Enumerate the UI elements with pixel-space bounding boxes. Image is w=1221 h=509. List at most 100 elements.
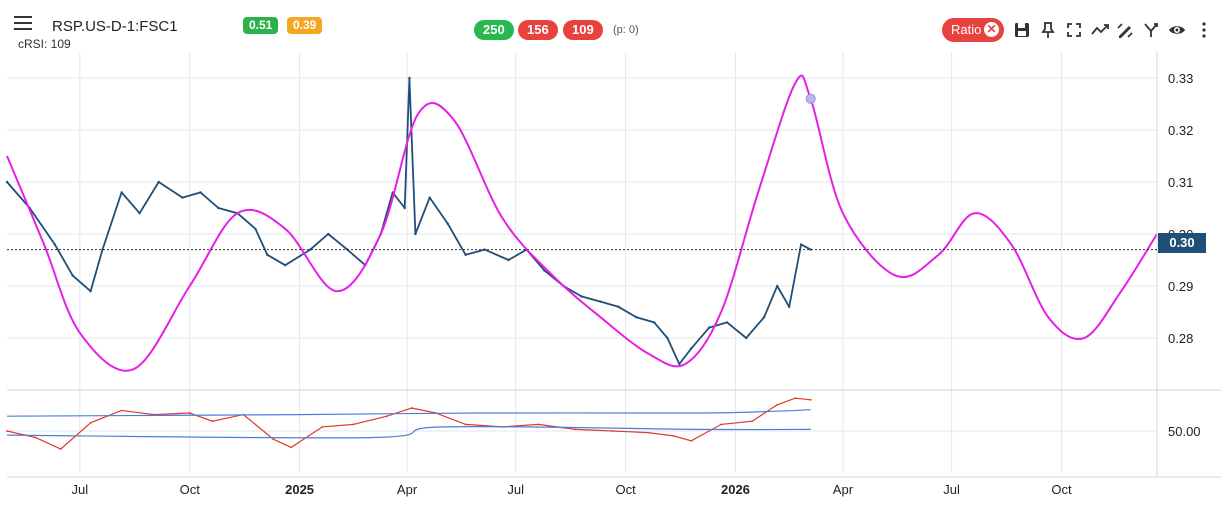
y-tick-label: 0.28: [1168, 331, 1193, 346]
price-point: [408, 76, 411, 80]
crsi-point: [272, 438, 275, 441]
crsi-point: [290, 446, 293, 449]
price-point: [617, 305, 620, 308]
price-point: [464, 253, 467, 256]
crsi-point: [352, 423, 355, 426]
price-point: [745, 336, 748, 340]
crsi-point: [321, 426, 324, 428]
indicator-label: cRSI: 109: [18, 37, 71, 51]
x-tick-label: Oct: [180, 482, 201, 497]
count-badge-b: 156: [518, 20, 558, 40]
price-point: [543, 269, 546, 272]
trend-icon[interactable]: [1090, 20, 1110, 40]
x-tick-label: 2026: [721, 482, 750, 497]
price-point: [327, 232, 330, 236]
more-icon[interactable]: [1194, 20, 1214, 40]
crsi-point: [647, 431, 650, 434]
y-tick-label: 0.33: [1168, 71, 1193, 86]
price-point: [762, 316, 766, 319]
crsi-point: [611, 430, 614, 432]
crsi-line: [6, 397, 811, 450]
price-point: [181, 196, 184, 199]
price-point: [53, 243, 56, 246]
cycle-line: [6, 74, 1158, 372]
crsi-point: [537, 423, 540, 426]
price-point: [284, 264, 287, 267]
price-point: [157, 180, 160, 184]
ratio-button[interactable]: Ratio ✕: [942, 18, 1004, 42]
ratio-label: Ratio: [951, 22, 982, 37]
oscillator-chart: [6, 397, 812, 450]
price-point: [309, 248, 312, 251]
chart-header: RSP.US-D-1:FSC1 cRSI: 109 0.51 0.39 250 …: [0, 0, 1221, 52]
x-tick-label: Apr: [397, 482, 418, 497]
x-tick-label: Jul: [72, 482, 89, 497]
price-point: [414, 232, 417, 236]
crsi-point: [120, 409, 123, 412]
badge-b: 0.39: [287, 17, 323, 34]
crsi-point: [410, 407, 413, 409]
price-point: [787, 305, 791, 308]
crsi-point: [385, 415, 388, 418]
y-tick-label: 0.29: [1168, 279, 1193, 294]
price-point: [138, 212, 141, 215]
crsi-point: [188, 412, 191, 414]
crsi-point: [794, 397, 797, 400]
price-point: [725, 321, 729, 324]
draw-icon[interactable]: [1115, 20, 1135, 40]
crsi-point: [574, 428, 577, 431]
price-point: [403, 206, 406, 210]
count-badge-a: 250: [474, 20, 514, 40]
y-tick-label: 0.32: [1168, 123, 1193, 138]
crsi-point: [89, 421, 92, 424]
x-tick-label: Oct: [1051, 482, 1072, 497]
p-note: (p: 0): [613, 24, 639, 36]
price-point: [678, 362, 681, 366]
crsi-point: [59, 448, 62, 450]
price-point: [507, 258, 510, 262]
cycle-marker: [805, 93, 816, 104]
price-point: [666, 336, 669, 340]
price-point: [254, 227, 257, 230]
close-icon[interactable]: ✕: [984, 22, 999, 37]
axes: Jul Oct 2025 Apr Jul Oct 2026 Apr Jul Oct 0.33 0.32…: [7, 52, 1221, 497]
pin-icon[interactable]: [1038, 20, 1058, 40]
price-point: [5, 180, 9, 184]
crsi-point: [776, 403, 779, 406]
price-point: [707, 326, 711, 329]
price-point: [71, 274, 74, 277]
price-point: [776, 284, 779, 288]
price-point: [599, 300, 602, 303]
menu-icon[interactable]: [14, 16, 32, 30]
price-point: [217, 206, 220, 210]
crsi-point: [720, 423, 723, 426]
lower-band-line: [6, 425, 811, 439]
fullscreen-icon[interactable]: [1064, 20, 1084, 40]
price-point: [446, 222, 449, 225]
x-tick-label: 2025: [285, 482, 314, 497]
price-point: [428, 196, 431, 199]
eye-icon[interactable]: [1167, 20, 1187, 40]
price-point: [89, 290, 92, 293]
crsi-point: [6, 430, 8, 432]
crsi-point: [34, 436, 37, 439]
price-point: [799, 243, 803, 246]
fork-icon[interactable]: [1141, 20, 1161, 40]
y-tick-label: 0.31: [1168, 175, 1193, 190]
x-tick-label: Jul: [943, 482, 960, 497]
price-line: [6, 77, 812, 365]
badge-a: 0.51: [243, 17, 279, 34]
crsi-point: [672, 435, 675, 437]
save-icon[interactable]: [1012, 20, 1032, 40]
x-tick-label: Apr: [833, 482, 854, 497]
price-point: [266, 253, 269, 256]
crsi-point: [211, 420, 214, 423]
price-point: [809, 248, 812, 251]
price-point: [101, 248, 104, 251]
symbol-title: RSP.US-D-1:FSC1: [52, 18, 178, 35]
crsi-point: [464, 423, 467, 426]
crsi-point: [809, 398, 812, 401]
crsi-point: [751, 420, 754, 423]
price-point: [120, 191, 123, 194]
